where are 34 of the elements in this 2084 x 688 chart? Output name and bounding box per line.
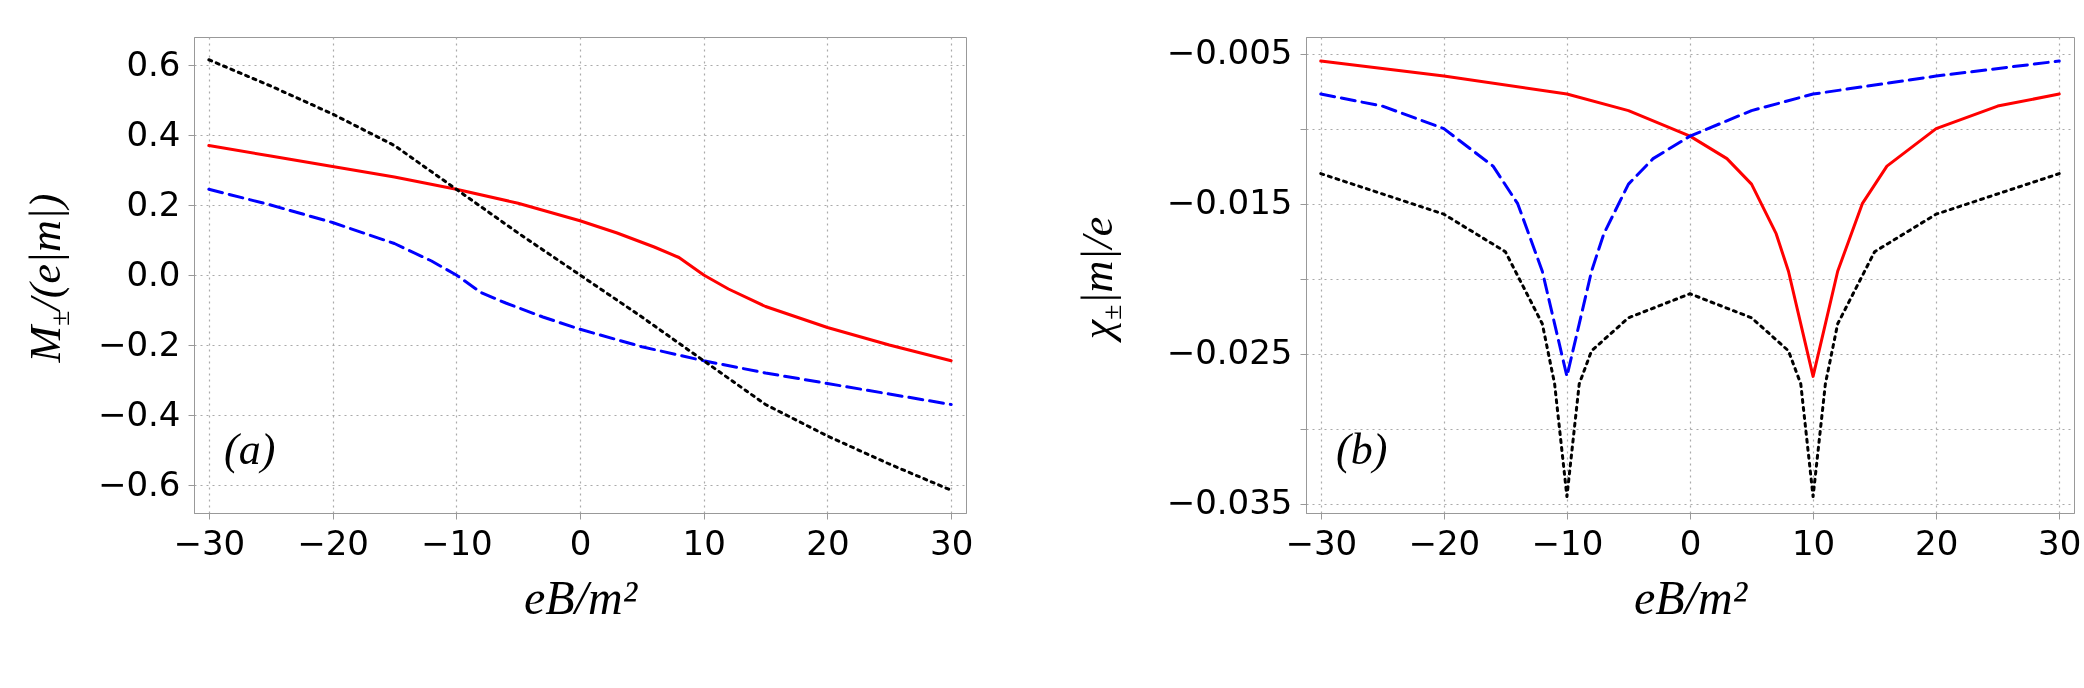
line-series xyxy=(207,144,953,363)
x-tick-label: 30 xyxy=(930,522,974,563)
annotation: (b) xyxy=(1336,425,1388,474)
y-tick-label: −0.035 xyxy=(1166,482,1293,523)
x-tick-label: −10 xyxy=(420,522,493,563)
line-series xyxy=(1319,59,2061,378)
x-axis-title: eB/m² xyxy=(1633,570,1749,624)
x-tick-label: 10 xyxy=(1791,522,1836,563)
y-tick-label: −0.6 xyxy=(97,463,181,504)
y-tick-label: 0.0 xyxy=(126,253,181,294)
y-tick-label: −0.015 xyxy=(1166,182,1293,223)
y-tick-label: 0.6 xyxy=(126,43,181,84)
y-tick-label: −0.2 xyxy=(97,323,181,364)
x-axis-title: eB/m² xyxy=(523,570,639,624)
x-tick-label: 30 xyxy=(2038,522,2082,563)
x-tick-label: 10 xyxy=(682,522,726,563)
x-tick-label: −10 xyxy=(1531,522,1604,563)
y-tick-label: −0.025 xyxy=(1166,332,1293,373)
annotation: (a) xyxy=(224,425,276,474)
line-series xyxy=(1319,172,2061,498)
x-tick-label: 0 xyxy=(1679,522,1702,563)
y-tick-label: 0.4 xyxy=(126,113,181,154)
x-tick-label: 20 xyxy=(806,522,850,563)
x-tick-label: −20 xyxy=(1408,522,1481,563)
x-tick-label: 20 xyxy=(1915,522,1959,563)
y-tick-label: −0.4 xyxy=(97,393,181,434)
y-tick-label: 0.2 xyxy=(126,183,181,224)
x-tick-label: −30 xyxy=(173,522,246,563)
x-tick-label: 0 xyxy=(569,522,592,563)
line-series xyxy=(207,58,953,492)
line-series xyxy=(207,187,953,406)
x-tick-label: −30 xyxy=(1285,522,1358,563)
x-tick-label: −20 xyxy=(297,522,369,563)
y-tick-label: −0.005 xyxy=(1166,32,1293,73)
